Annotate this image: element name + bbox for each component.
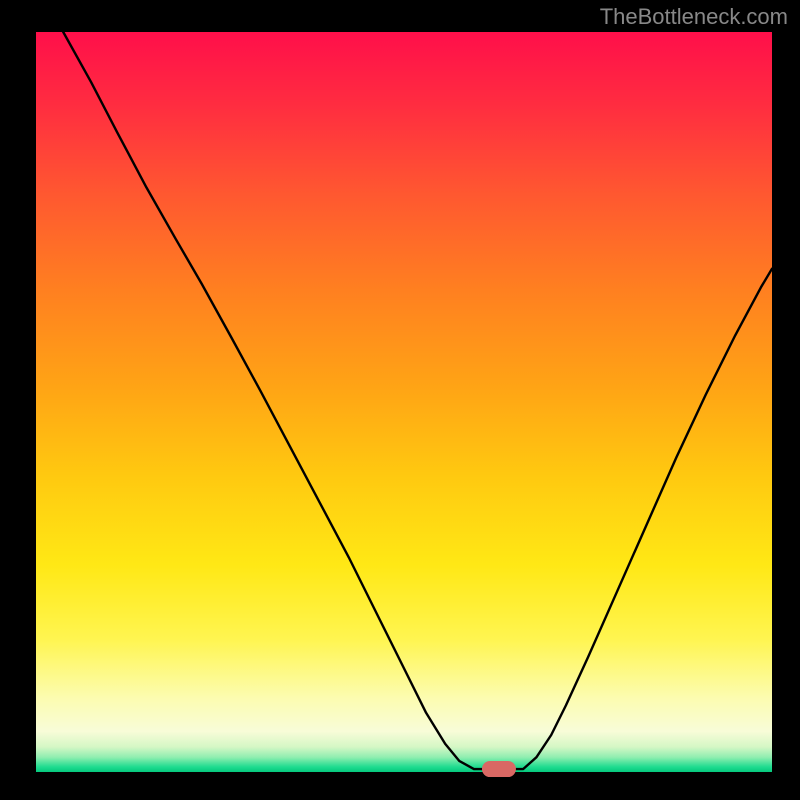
chart-container: { "watermark": { "text": "TheBottleneck.…	[0, 0, 800, 800]
watermark-text: TheBottleneck.com	[600, 4, 788, 30]
plot-background	[36, 32, 772, 772]
bottleneck-chart	[0, 0, 800, 800]
optimal-marker	[482, 761, 516, 777]
